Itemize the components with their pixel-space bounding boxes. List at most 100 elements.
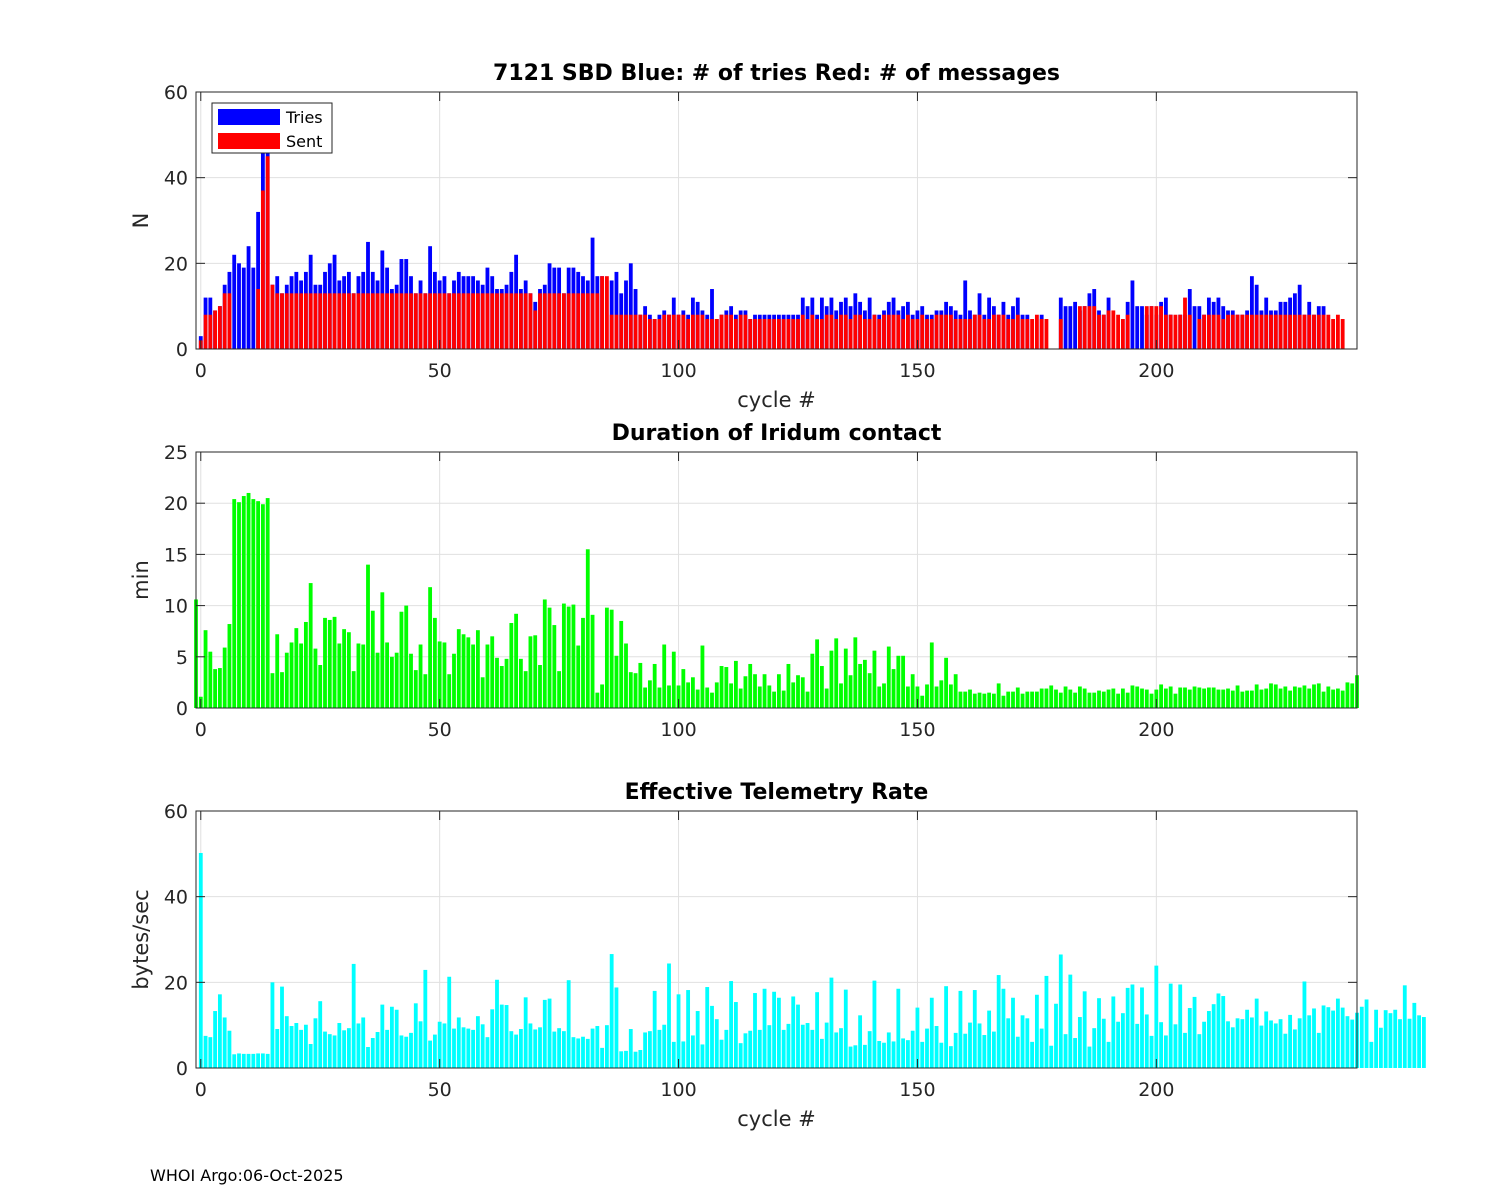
y-tick-label: 25 [164, 442, 188, 464]
bar-sent [442, 293, 447, 349]
bar-rate [738, 1043, 743, 1068]
bar-sent [886, 314, 891, 349]
bar-sent [581, 293, 585, 349]
y-tick-label: 60 [164, 801, 188, 823]
y-tick-label: 60 [164, 82, 188, 104]
bar-duration [499, 666, 504, 708]
bar-rate [628, 1029, 633, 1068]
bar-rate [1331, 1010, 1336, 1068]
bar-duration [566, 606, 571, 708]
bar-rate [667, 963, 671, 1068]
bar-duration [1082, 688, 1087, 708]
bar-rate [925, 1028, 929, 1068]
bar-sent [714, 319, 719, 349]
bar-sent [729, 314, 734, 349]
bar-sent [929, 319, 934, 349]
bar-sent [265, 156, 270, 349]
bar-duration [1001, 695, 1006, 708]
bar-sent [1316, 314, 1321, 349]
bar-sent [523, 293, 528, 349]
bar-sent [686, 319, 691, 349]
bar-duration [829, 650, 834, 708]
bar-sent [958, 319, 963, 349]
bar-tries [232, 254, 237, 349]
bar-rate [743, 1033, 748, 1068]
bar-duration [581, 617, 585, 708]
bar-sent [1259, 314, 1264, 349]
bar-sent [552, 293, 557, 349]
bar-rate [323, 1031, 327, 1068]
bar-duration [1025, 691, 1030, 708]
bar-sent [1302, 314, 1307, 349]
bar-duration [695, 689, 700, 708]
bar-duration [714, 682, 719, 708]
bar-sent [227, 293, 232, 349]
bar-duration [389, 656, 394, 708]
bar-sent [819, 319, 824, 349]
bar-rate [1407, 1018, 1412, 1068]
bar-sent [447, 293, 452, 349]
bar-rate [1173, 1024, 1178, 1068]
bar-duration [1254, 684, 1259, 708]
bar-rate [1388, 1013, 1393, 1068]
bar-duration [824, 688, 829, 708]
bar-sent [595, 293, 600, 349]
bar-rate [824, 1022, 829, 1068]
bar-rate [1302, 981, 1307, 1068]
bar-duration [657, 687, 662, 708]
bar-sent [1292, 314, 1297, 349]
bar-duration [294, 628, 299, 708]
bar-sent [456, 293, 461, 349]
bar-sent [1092, 306, 1097, 349]
bar-rate [776, 997, 781, 1068]
bar-duration [1321, 691, 1326, 708]
bar-sent [934, 314, 939, 349]
bar-rate [1211, 1004, 1216, 1068]
bar-rate [700, 1044, 705, 1068]
bar-rate [1120, 1013, 1125, 1068]
x-tick-label: 200 [1138, 1079, 1174, 1101]
bar-sent [953, 319, 958, 349]
bar-sent [542, 293, 547, 349]
bar-duration [805, 691, 810, 708]
bar-duration [719, 666, 724, 708]
bar-duration [471, 644, 476, 708]
bar-rate [518, 1029, 523, 1068]
bar-rate [260, 1053, 265, 1068]
bar-duration [843, 648, 848, 708]
bar-sent [1264, 314, 1269, 349]
bar-rate [1245, 1009, 1250, 1068]
bar-rate [284, 1016, 289, 1068]
bar-duration [260, 504, 265, 708]
bar-sent [1226, 314, 1230, 349]
bar-duration [910, 674, 915, 708]
bar-duration [819, 666, 824, 708]
bar-sent [280, 293, 284, 349]
bar-duration [1173, 693, 1178, 708]
bar-sent [1312, 314, 1316, 349]
bar-duration [1178, 687, 1183, 708]
bar-duration [528, 636, 533, 708]
bar-sent [380, 293, 385, 349]
bar-sent [480, 293, 485, 349]
bar-sent [776, 319, 781, 349]
bar-rate [705, 987, 710, 1068]
bar-duration [346, 632, 351, 708]
bar-tries [1192, 306, 1197, 349]
bar-duration [428, 587, 433, 708]
y-axis-label: min [129, 560, 153, 600]
bar-sent [509, 293, 514, 349]
bar-rate [294, 1023, 299, 1068]
bar-rate [604, 1025, 609, 1068]
bar-sent [667, 314, 671, 349]
bar-sent [504, 293, 509, 349]
bar-rate [1082, 991, 1087, 1068]
bar-duration [1168, 686, 1173, 708]
bar-duration [1087, 692, 1092, 708]
bar-duration [1202, 688, 1207, 708]
bar-rate [963, 1033, 968, 1068]
bar-duration [289, 642, 294, 708]
bar-duration [862, 659, 867, 708]
bar-rate [944, 986, 949, 1068]
bar-duration [1230, 690, 1235, 708]
